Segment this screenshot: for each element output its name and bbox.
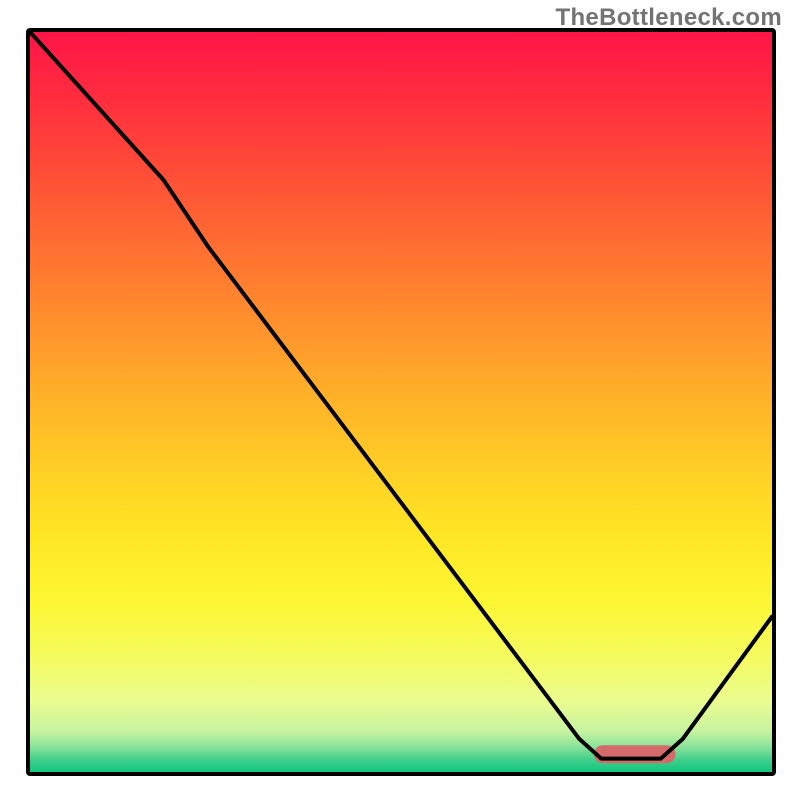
image-root: TheBottleneck.com xyxy=(0,0,800,800)
bottleneck-chart xyxy=(0,0,800,800)
gradient-background xyxy=(30,32,772,772)
